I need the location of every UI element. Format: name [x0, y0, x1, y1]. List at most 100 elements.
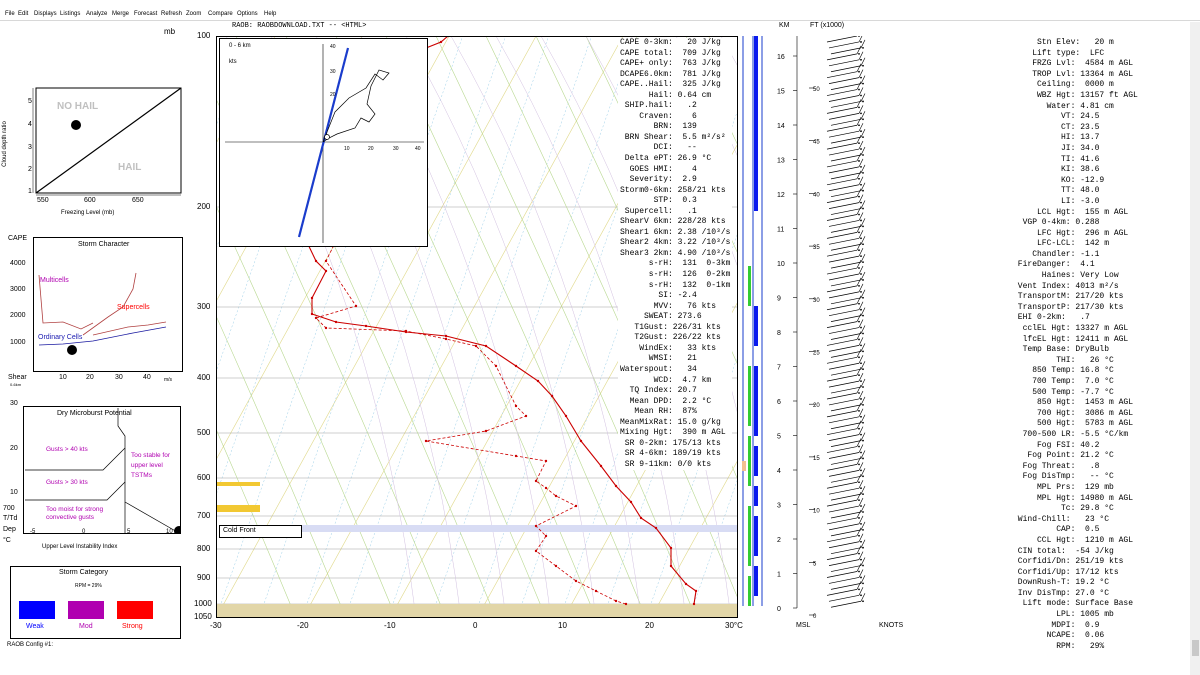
cloud-bar-seg-3	[754, 446, 758, 476]
profile-point	[579, 439, 583, 443]
wind-barb-feather	[856, 152, 862, 162]
wind-barb-tip	[860, 594, 862, 597]
wind-barb	[830, 547, 862, 555]
menu-merge[interactable]: Merge	[112, 11, 130, 17]
wind-barb	[830, 47, 862, 55]
menu-options[interactable]: Options	[237, 11, 258, 17]
profile-point	[484, 429, 488, 433]
wind-barb	[826, 160, 858, 168]
wind-barb	[830, 118, 862, 126]
wind-barb-feather	[858, 194, 864, 203]
wind-barb-feather	[856, 509, 862, 519]
p-tick-300: 300	[197, 302, 211, 311]
wind-barb	[828, 148, 860, 156]
wind-barb-feather	[856, 259, 862, 269]
supercells-lower-curve	[92, 321, 167, 336]
wind-barb-tip	[862, 493, 864, 496]
hodograph-tick-x20: 20	[368, 146, 374, 152]
wind-barb	[830, 475, 862, 483]
menu-file[interactable]: File	[5, 11, 15, 17]
wind-barb-tip	[862, 207, 864, 210]
wind-barb-tip	[862, 154, 864, 156]
wind-barb-feather	[858, 408, 864, 417]
center-index-row: MeanMixRat: 15.0 g/kg	[620, 417, 721, 427]
wind-barb	[828, 559, 860, 566]
km-tick-label: 2	[777, 537, 781, 544]
isotherm-line	[650, 459, 738, 618]
wind-barb-feather	[860, 539, 866, 548]
wind-barb	[828, 202, 860, 209]
center-index-row: GOES HMI: 4	[620, 164, 697, 174]
wind-barb-feather	[856, 402, 862, 411]
wind-barb-feather	[858, 283, 864, 292]
microburst-xlabel: Upper Level Instability Index	[42, 544, 118, 550]
wind-barb-tip	[860, 94, 862, 97]
too-stable-label: Too stable for upper level TSTMs	[131, 452, 171, 479]
wind-barb-tip	[860, 41, 862, 43]
dry-adiabat	[216, 205, 397, 618]
menu-refresh[interactable]: Refresh	[161, 11, 183, 17]
wind-barb	[830, 101, 862, 108]
right-index-row: 700 Temp: 7.0 °C	[1013, 377, 1114, 386]
wind-barb-tip	[858, 195, 860, 198]
wind-barb-tip	[860, 487, 862, 490]
wind-barb	[828, 470, 860, 477]
wind-barb-tip	[860, 201, 862, 204]
wind-barb	[826, 464, 858, 471]
wind-barb	[826, 214, 858, 221]
menu-compare[interactable]: Compare	[208, 11, 233, 17]
ft-tick-label: 35	[813, 245, 820, 251]
right-index-row: Haines: Very Low	[1013, 271, 1119, 281]
center-index-row: s-rH: 131 0-3km	[620, 259, 731, 269]
right-index-row: lfcEL Hgt: 12411 m AGL	[1013, 334, 1129, 344]
menu-help[interactable]: Help	[264, 11, 277, 17]
wind-barb	[828, 41, 860, 49]
wind-barb-feather	[860, 39, 866, 49]
wind-barb-feather	[860, 575, 866, 584]
microburst-ytick-20: 20	[10, 445, 18, 452]
wind-barb-feather	[856, 331, 862, 340]
menu-displays[interactable]: Displays	[34, 11, 57, 17]
scrollbar-thumb[interactable]	[1192, 640, 1199, 656]
center-index-row: T1Gust: 226/31 kts	[620, 322, 721, 332]
wind-barb-feather	[860, 218, 866, 227]
menu-analyze[interactable]: Analyze	[86, 11, 108, 17]
wind-barb-feather	[858, 212, 864, 221]
center-index-row: Shear3 2km: 4.90 /10³/s	[620, 248, 731, 258]
profile-point	[474, 344, 478, 348]
wind-barb	[826, 178, 858, 186]
wind-barb-tip	[858, 499, 860, 501]
wind-barb	[826, 249, 858, 257]
menu-zoom[interactable]: Zoom	[186, 11, 202, 17]
profile-point	[314, 259, 318, 263]
menu-forecast[interactable]: Forecast	[134, 11, 158, 17]
wind-barb-tip	[860, 344, 862, 347]
menu-listings[interactable]: Listings	[60, 11, 81, 17]
microburst-divider	[117, 408, 126, 533]
wind-barb	[828, 416, 860, 424]
wind-barb-feather	[856, 206, 862, 215]
wind-barb-tip	[858, 36, 860, 37]
profile-point	[439, 40, 443, 44]
microburst-side-tttd: T/Td	[3, 515, 18, 522]
vertical-scrollbar[interactable]	[1190, 22, 1200, 675]
wind-barb-feather	[860, 593, 866, 602]
menu-edit[interactable]: Edit	[18, 11, 29, 17]
wind-barb-feather	[858, 69, 864, 78]
cape-label: CAPE	[8, 235, 28, 242]
right-index-row: Water: 4.81 cm	[1013, 101, 1114, 111]
wind-barb	[828, 345, 860, 352]
wind-barb	[828, 309, 860, 317]
wind-barb-tip	[858, 552, 860, 555]
wind-barb-tip	[862, 118, 864, 121]
hodograph-unit-label: kts	[229, 59, 237, 65]
wind-barb-feather	[858, 515, 864, 525]
wind-barb	[830, 368, 862, 376]
wind-barb	[830, 600, 862, 608]
ft-header: FT (x1000)	[810, 22, 845, 29]
wind-barb-tip	[860, 76, 862, 79]
km-tick-label: 5	[777, 434, 781, 441]
right-index-row: TransportM: 217/20 kts	[1013, 292, 1124, 302]
wind-barb-feather	[860, 57, 866, 66]
profile-point	[494, 364, 498, 368]
